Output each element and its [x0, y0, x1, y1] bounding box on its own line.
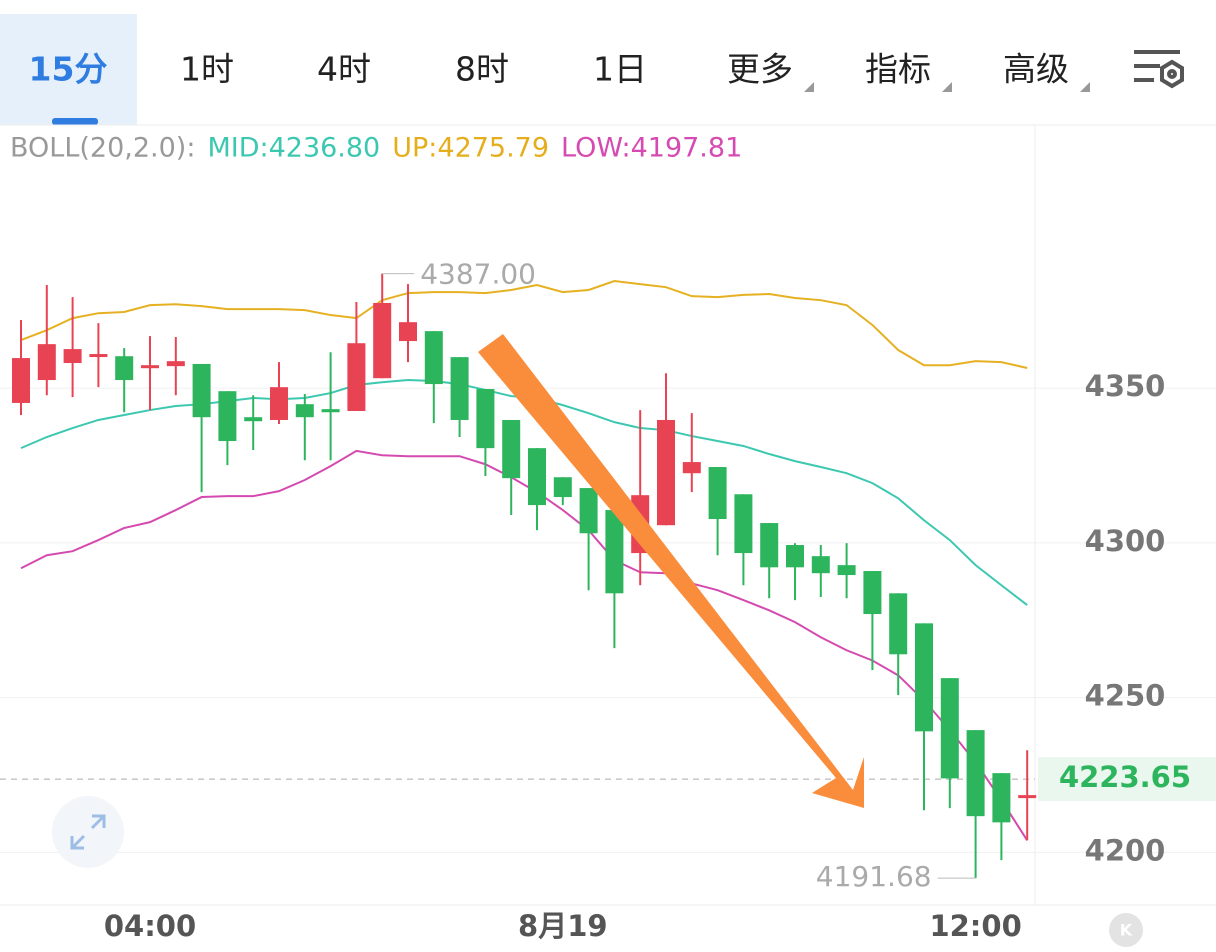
legend-label: BOLL(20,2.0):	[10, 133, 195, 164]
boll-line	[20, 449, 1029, 841]
annotation: 4191.68	[816, 860, 932, 893]
candle-body	[502, 419, 521, 479]
tab[interactable]: 15分	[29, 50, 108, 89]
candle-body	[940, 678, 959, 779]
candle-body	[605, 510, 624, 594]
annotation: 4387.00	[420, 258, 536, 291]
candle-body	[992, 773, 1011, 823]
candle-body	[270, 387, 288, 420]
x-tick-label: 8月19	[518, 909, 608, 943]
candle-body	[579, 488, 598, 534]
candle-body	[295, 404, 314, 418]
tab-indicator	[52, 118, 98, 125]
candle-body	[837, 565, 856, 576]
menu-caret	[1080, 82, 1090, 92]
candle-body	[141, 365, 159, 369]
candle-body	[244, 417, 263, 422]
candle-body	[966, 730, 985, 817]
candle-body	[915, 623, 933, 732]
expand-button[interactable]	[52, 796, 124, 868]
legend-item: MID:4236.80	[207, 133, 380, 164]
candle-body	[347, 343, 366, 411]
candle-body	[760, 523, 779, 568]
y-tick-label: 4200	[1085, 833, 1166, 867]
selected-tab-bg	[0, 14, 137, 125]
candle-body	[734, 494, 753, 554]
candle-body	[811, 556, 830, 574]
y-tick-label: 4350	[1085, 369, 1166, 403]
candle-body	[373, 302, 392, 379]
candle-body	[321, 409, 340, 413]
candle-body	[115, 356, 134, 381]
x-tick-label: 12:00	[929, 909, 1021, 943]
candle-body	[657, 419, 675, 526]
tab[interactable]: 更多	[727, 50, 793, 89]
menu-caret	[804, 82, 814, 92]
candle-body	[63, 349, 82, 364]
tab[interactable]: 1时	[180, 50, 234, 89]
candle-body	[1018, 795, 1037, 799]
candle-body	[399, 322, 417, 342]
candle-body	[89, 354, 108, 358]
candle-body	[863, 571, 882, 615]
trend-arrow	[478, 334, 864, 808]
k-button[interactable]	[1109, 913, 1143, 947]
candle-body	[37, 344, 56, 381]
candle-body	[476, 389, 495, 449]
candle-body	[192, 363, 211, 418]
candle-body	[424, 331, 443, 385]
last-price-box	[1038, 757, 1216, 802]
tab[interactable]: 高级	[1003, 50, 1069, 89]
candle-body	[528, 448, 546, 506]
tab[interactable]: 8时	[455, 50, 509, 89]
legend-item: UP:4275.79	[392, 133, 549, 164]
tab[interactable]: 指标	[865, 50, 931, 89]
k-icon: K	[1120, 921, 1133, 940]
candle-body	[553, 477, 572, 498]
menu-caret	[942, 82, 952, 92]
last-price-label: 4223.65	[1059, 760, 1191, 794]
candle-body	[682, 462, 701, 474]
y-tick-label: 4250	[1085, 679, 1166, 713]
candle-body	[166, 361, 185, 367]
expand-icon	[70, 814, 106, 850]
candle-body	[450, 357, 469, 420]
legend-item: LOW:4197.81	[561, 133, 742, 164]
y-tick-label: 4300	[1085, 524, 1166, 558]
boll-line	[20, 279, 1028, 369]
tab[interactable]: 1日	[593, 50, 647, 89]
candle-body	[12, 358, 30, 403]
settings-icon[interactable]	[1134, 50, 1184, 89]
x-tick-label: 04:00	[104, 909, 196, 943]
candle-body	[218, 391, 237, 442]
candle-body	[708, 467, 727, 520]
candle-body	[786, 545, 804, 568]
tab[interactable]: 4时	[317, 50, 371, 89]
candle-body	[889, 593, 908, 655]
